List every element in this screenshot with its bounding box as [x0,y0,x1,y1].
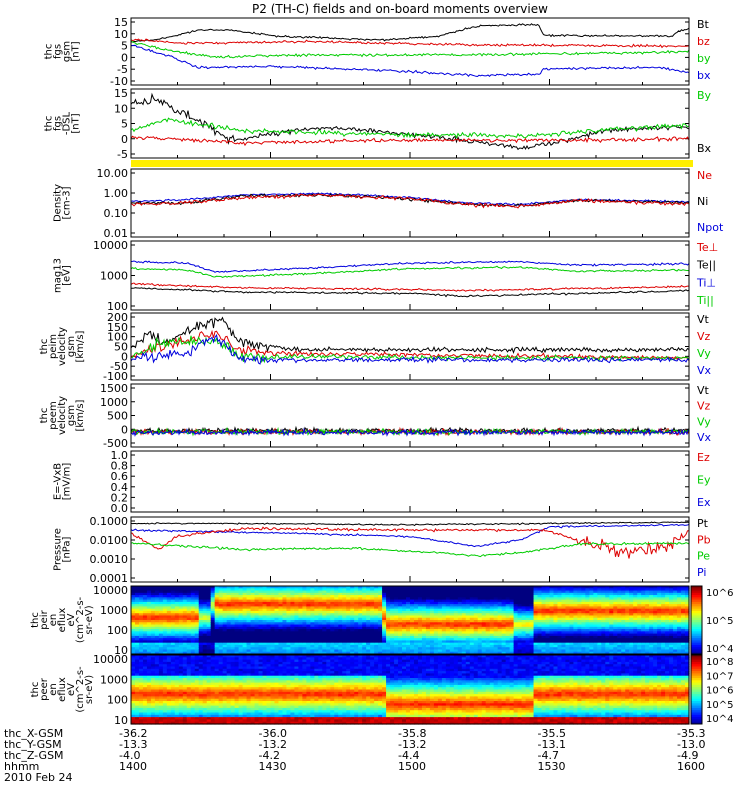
panel-4-legend-Ti⊥: Ti⊥ [696,276,716,289]
panel-8-legend-Pi: Pi [697,566,706,579]
panel-5-series-Vx [131,335,689,364]
panel-9-ion-spectrogram [131,586,690,655]
panel-5-legend-Vt: Vt [697,313,710,326]
panel-10-ytick-label: 100 [107,694,128,707]
panel-10-ytick-label: 10000 [93,653,128,666]
panel-6-ytick-label: 1500 [100,382,128,395]
panel-8-ytick-label: 0.1000 [90,515,129,528]
panel-2-ytick-label: -5 [117,148,128,161]
panel-3-ytick-label: 10.00 [97,167,129,180]
panel-7-legend-Ey: Ey [697,474,711,487]
panel-4-ytick-label: 1000 [100,270,128,283]
panel-3-ylabel-line: [cm-3] [62,186,73,219]
panel-8-series-Pb [131,527,689,558]
panel-4-ylabel-line: [eV] [62,265,73,286]
panel-3-legend-Ne: Ne [697,169,712,182]
panel-2-ytick-label: 0 [121,133,128,146]
panel-5-legend-Vx: Vx [697,364,712,377]
panel-6-ytick-label: 0 [121,423,128,436]
panel-6-legend-Vt: Vt [697,384,710,397]
panel-1-legend-by: by [697,52,711,65]
panel-8-series-Pe [131,543,689,557]
panel-9-ytick-label: 1000 [100,604,128,617]
panel-6-legend-Vz: Vz [697,400,711,413]
panel-8-ylabel-line: [nPa] [62,536,73,562]
panel-5-legend-Vy: Vy [697,347,711,360]
figure-title: P2 (TH-C) fields and on-board moments ov… [252,2,548,16]
panel-8-legend-Pb: Pb [697,533,711,546]
panel-1-series-bx [131,45,689,76]
panel-6-legend-Vx: Vx [697,431,712,444]
panel-2-legend-By: By [697,89,712,102]
panel-7-ytick-label: 0.0 [111,502,129,515]
panel-4-legend-Te⊥: Te⊥ [696,241,718,254]
panel-5-series-Vt [131,318,689,353]
panel-1-legend-bz: bz [697,35,710,48]
panel-4-legend-Ti||: Ti|| [696,294,714,307]
panel-7-ylabel-line: [mV/m] [62,463,73,501]
panel-6-legend-Vy: Vy [697,415,711,428]
panel-2-legend-Bx: Bx [697,142,712,155]
panel-6-ylabel-line: [km/s] [75,399,86,431]
panel-3-legend-Ni: Ni [697,195,708,208]
panel-8-ytick-label: 0.0100 [90,534,129,547]
panel-2-ytick-label: 5 [121,118,128,131]
panel-10-ylabel-line: sr-eV) [84,675,95,704]
panel-10-electron-spectrogram [131,655,690,725]
panel-9-ytick-label: 100 [107,624,128,637]
panel-6-ytick-label: 1000 [100,396,128,409]
panel-6-ytick-label: 500 [107,410,128,423]
panel-2-ylabel-line: [nT] [71,113,82,133]
panel-4-series-Te-perp [131,283,689,291]
panel-10-ytick-label: 1000 [100,673,128,686]
panel-1-ylabel-line: [nT] [71,41,82,61]
panel-9-ytick-label: 10000 [93,584,128,597]
panel-2-ytick-label: 10 [114,102,128,115]
panel-10-ytick-label: 10 [114,714,128,727]
panel-1-series-bz [131,39,689,47]
panel-8-series-Pt [131,522,689,526]
panel-1-legend-Bt: Bt [697,18,710,31]
panel-7-legend-Ex: Ex [697,496,711,509]
panel-4-ytick-label: 10000 [93,239,128,252]
panel-5-ylabel-line: [km/s] [75,330,86,362]
panel-9-ylabel-line: sr-eV) [84,605,95,634]
panel-1-legend-bx: bx [697,69,711,82]
panel-5-legend-Vz: Vz [697,330,711,343]
panel-7-legend-Ez: Ez [697,451,710,464]
panel-1-series-Bt [131,24,689,42]
panel-8-legend-Pt: Pt [697,517,709,530]
panel-3-ytick-label: 0.10 [104,207,129,220]
panel-3-ytick-label: 1.00 [104,187,129,200]
panel-8-legend-Pe: Pe [697,550,710,563]
panel-2-ytick-label: 15 [114,87,128,100]
panel-3-legend-Npot: Npot [697,221,724,234]
data-gap-band [131,160,693,167]
panel-3-series-Ne [131,194,689,208]
panel-4-legend-Te||: Te|| [696,259,716,272]
panel-8-ytick-label: 0.0010 [90,553,129,566]
panel-5-series-Vz [131,331,689,361]
